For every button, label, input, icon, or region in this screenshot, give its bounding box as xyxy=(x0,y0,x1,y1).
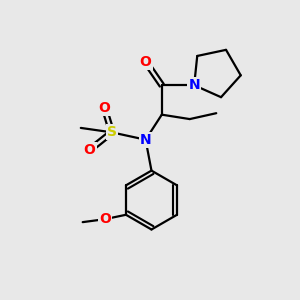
Text: S: S xyxy=(107,125,117,139)
Text: O: O xyxy=(98,101,110,115)
Text: O: O xyxy=(99,212,111,226)
Text: N: N xyxy=(188,78,200,92)
Text: O: O xyxy=(84,143,96,157)
Text: O: O xyxy=(140,55,152,69)
Text: N: N xyxy=(140,133,152,147)
